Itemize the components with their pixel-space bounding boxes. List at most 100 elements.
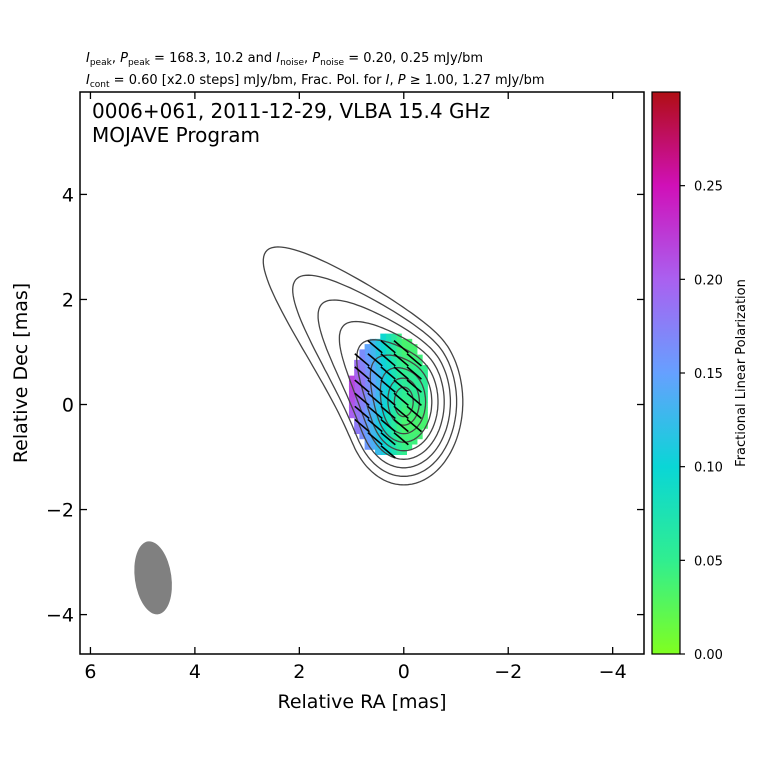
pol-pixel [416,391,423,398]
evpa-vector [393,353,409,367]
pol-pixel [354,386,360,392]
evpa-vector [393,340,409,354]
header-text: P [120,51,128,66]
pol-pixel [369,422,376,429]
pol-pixel [395,333,402,340]
pol-pixel [375,380,381,387]
pol-pixel [390,333,397,340]
pol-pixel [364,433,371,440]
pol-pixel [416,386,423,392]
pol-pixel [369,365,376,371]
pol-pixel [364,407,371,413]
colorbar-tick-label: 0.15 [694,367,723,382]
pol-pixel [359,433,366,440]
pol-pixel [375,422,381,429]
pol-pixel [369,344,376,350]
pol-pixel [354,412,360,419]
pol-pixel [401,396,407,403]
pol-pixel [364,443,371,450]
pol-pixel [359,380,366,387]
pol-pixel [422,417,428,424]
header-subscript: peak [90,58,113,68]
pol-pixel [359,375,366,382]
pol-pixel [406,380,413,387]
pol-pixel [354,375,360,382]
evpa-vector [380,445,396,459]
beam-ellipse [134,541,172,615]
pol-pixel [380,370,387,377]
pol-pixel [390,438,397,445]
y-tick-label: −4 [46,605,74,627]
pol-pixel [406,407,413,413]
pol-pixel [364,386,371,392]
pol-pixel [359,407,366,413]
evpa-vector [367,418,383,433]
pol-pixel [348,386,355,392]
pol-pixel [369,370,376,377]
pol-pixel [401,391,407,398]
pol-pixel [411,365,418,371]
pol-pixel [401,338,407,345]
map-subtitle: MOJAVE Program [92,123,260,147]
pol-pixel [380,422,387,429]
x-tick-label: 6 [84,661,96,683]
evpa-vector [406,418,422,433]
evpa-vector [406,366,422,380]
x-axis-label: Relative RA [mas] [277,691,446,713]
pol-pixel [411,386,418,392]
pol-pixel [385,354,392,361]
pol-pixel [401,380,407,387]
evpa-vector [380,366,396,380]
pol-pixel [375,417,381,424]
pol-pixel [380,401,387,408]
pol-pixel [375,433,381,440]
pol-pixel [422,365,428,371]
pol-pixel [411,428,418,435]
pol-pixel [395,370,402,377]
pol-pixel [375,344,381,350]
header-text: , [304,51,312,66]
contour-level [292,274,458,477]
pol-pixel [359,354,366,361]
pol-pixel [380,375,387,382]
pol-pixel [395,349,402,356]
pol-pixel [359,349,366,356]
pol-pixel [369,417,376,424]
pol-pixel [369,386,376,392]
x-tick-label: 2 [293,661,305,683]
header-text: = 168.3, 10.2 and [150,51,276,66]
pol-pixel [390,391,397,398]
pol-pixel [369,443,376,450]
evpa-vector [406,353,422,367]
evpa-vector [367,366,383,380]
evpa-vector [367,340,383,354]
evpa-vector [393,405,409,420]
contour-level [356,339,439,452]
axes: 6 4 2 0 −2 −4 4 2 0 −2 −4 [46,92,644,683]
pol-pixel [385,386,392,392]
pol-pixel [395,422,402,429]
pol-pixel [395,428,402,435]
pol-pixel [406,401,413,408]
pol-pixel [390,359,397,366]
pol-pixel [406,428,413,435]
header-text: I [386,73,390,88]
pol-pixel [369,412,376,419]
pol-pixel [354,407,360,413]
pol-pixel [411,380,418,387]
pol-pixel [395,443,402,450]
evpa-vector [380,418,396,433]
pol-pixel [375,449,381,456]
evpa-vector [367,405,383,420]
pol-pixel [364,438,371,445]
pol-pixel [385,349,392,356]
pol-pixel [411,438,418,445]
pol-pixel [369,375,376,382]
pol-pixel [406,344,413,350]
pol-pixel [354,380,360,387]
pol-pixel [401,443,407,450]
colorbar-tick-label: 0.25 [694,180,723,195]
pol-pixel [401,354,407,361]
pol-pixel [390,344,397,350]
evpa-vector [393,379,409,393]
